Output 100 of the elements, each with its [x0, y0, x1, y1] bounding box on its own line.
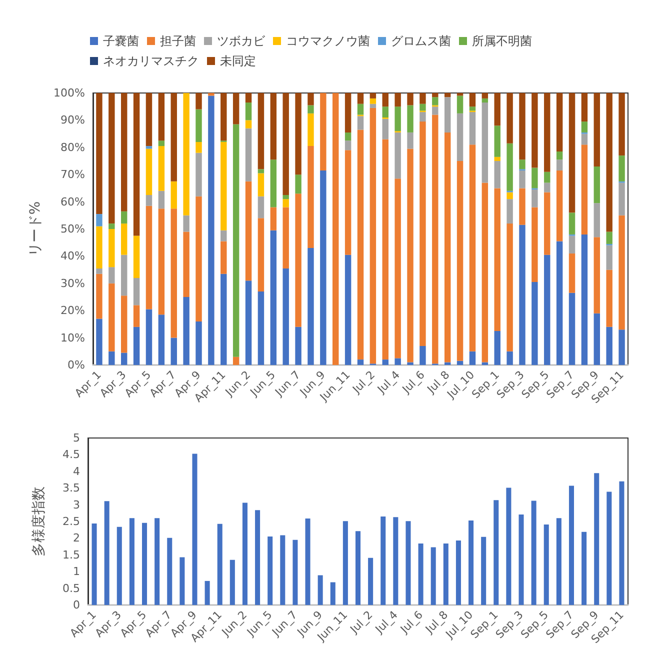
- bar: [146, 93, 152, 146]
- bar: [494, 93, 500, 126]
- bar: [270, 160, 277, 208]
- bar: [308, 113, 314, 146]
- bar: [394, 106, 401, 132]
- bar: [482, 102, 488, 183]
- bar: [532, 207, 538, 282]
- bar: [594, 203, 600, 238]
- bar: [332, 93, 339, 365]
- bar: [556, 93, 563, 152]
- bar: [245, 280, 252, 365]
- bar: [469, 351, 476, 365]
- bar: [532, 282, 538, 365]
- bar: [232, 356, 240, 365]
- bar: [618, 330, 625, 365]
- bar: [245, 128, 252, 182]
- bar: [282, 195, 289, 200]
- bar: [196, 142, 202, 153]
- bar: [506, 192, 513, 200]
- y-tick-label: 5: [73, 432, 80, 444]
- legend-label: ネオカリマスチク: [103, 54, 199, 68]
- y-tick-label: 4: [73, 464, 80, 478]
- bar: [308, 146, 314, 248]
- bar: [519, 224, 526, 365]
- bar: [456, 540, 461, 605]
- bar: [394, 178, 401, 358]
- bar: [481, 536, 486, 605]
- bar: [108, 351, 115, 365]
- bar: [142, 522, 148, 605]
- bar: [456, 161, 464, 361]
- bar: [506, 224, 513, 352]
- bar: [96, 226, 102, 268]
- bar: [418, 544, 424, 605]
- bar: [133, 278, 140, 306]
- bar: [568, 486, 574, 605]
- y-tick-label: 30%: [60, 276, 85, 290]
- bar: [245, 120, 252, 128]
- bar: [456, 113, 464, 161]
- bar: [108, 229, 115, 268]
- bar: [444, 97, 451, 132]
- bar: [282, 93, 289, 195]
- bar: [196, 109, 202, 142]
- bar: [618, 93, 625, 156]
- bar: [232, 93, 240, 124]
- bar: [382, 139, 388, 360]
- bar: [456, 360, 464, 365]
- y-tick-label: 1.5: [62, 548, 80, 562]
- bar: [292, 540, 298, 605]
- bar: [342, 521, 348, 605]
- bar: [96, 214, 102, 226]
- bar: [469, 112, 476, 145]
- bar: [232, 124, 240, 357]
- y-tick-label: 10%: [60, 331, 85, 344]
- bar: [355, 531, 361, 605]
- bar: [420, 346, 426, 365]
- legend-label: 担子菌: [160, 34, 196, 48]
- y-tick-label: 100%: [54, 86, 85, 100]
- bar: [519, 93, 526, 160]
- bar: [506, 143, 513, 191]
- bar: [146, 146, 152, 149]
- bar: [108, 267, 115, 284]
- bar: [556, 170, 563, 242]
- bar: [568, 292, 576, 365]
- bar: [432, 114, 438, 364]
- bar: [183, 232, 190, 297]
- bar: [258, 292, 264, 365]
- bar: [258, 218, 264, 292]
- bar: [606, 232, 612, 244]
- bar: [196, 321, 202, 365]
- bar: [618, 156, 625, 182]
- bar: [370, 98, 376, 104]
- bar: [494, 331, 500, 365]
- bar: [242, 502, 248, 605]
- bar: [305, 518, 310, 605]
- bar: [506, 199, 513, 224]
- bar: [183, 297, 190, 365]
- bar: [220, 230, 227, 242]
- y-tick-label: 60%: [60, 195, 85, 208]
- bar: [104, 501, 110, 605]
- bar: [469, 93, 476, 107]
- bar: [96, 268, 102, 274]
- bar: [320, 170, 326, 365]
- bar: [344, 132, 352, 141]
- bar: [606, 492, 612, 605]
- bar: [443, 544, 448, 605]
- bar: [282, 199, 289, 208]
- bar: [282, 207, 289, 268]
- bar: [594, 237, 600, 314]
- y-tick-label: 0.5: [62, 582, 80, 595]
- bar: [96, 274, 102, 319]
- bar: [204, 580, 210, 605]
- bar: [407, 132, 414, 149]
- bar: [258, 196, 264, 218]
- legend-label: ツボカビ: [217, 34, 266, 48]
- bar: [220, 142, 227, 230]
- bar: [394, 93, 401, 107]
- bar: [120, 211, 128, 224]
- bar: [581, 234, 588, 365]
- bar: [544, 524, 549, 605]
- bar: [270, 93, 277, 160]
